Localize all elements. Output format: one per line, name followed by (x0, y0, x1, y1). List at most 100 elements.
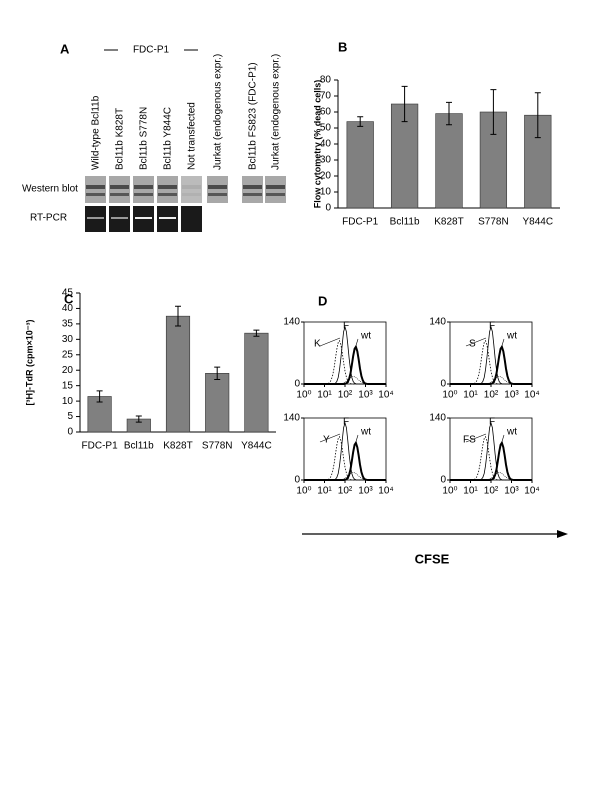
y-tick-label: 0 (325, 203, 331, 214)
histogram-curve (450, 376, 532, 385)
leader-line (465, 433, 487, 443)
histogram-curve (450, 472, 532, 481)
bar (346, 121, 374, 209)
band (208, 185, 227, 189)
x-tick-label: FDC-P1 (342, 217, 379, 228)
x-axis-label: CFSE (415, 551, 450, 566)
leader-line (499, 338, 505, 353)
x-tick-label: 10⁰ (442, 390, 457, 401)
leader-line (319, 337, 341, 347)
error-bar (253, 329, 260, 337)
x-tick-label: 10⁰ (442, 486, 457, 497)
x-tick-label: 10¹ (317, 486, 332, 497)
band (158, 185, 177, 189)
band (86, 193, 105, 196)
western-blot-lane (85, 176, 106, 203)
y-tick-label: 0 (67, 427, 73, 438)
y-tick-label: 45 (62, 288, 74, 299)
y-tick-label: 35 (62, 319, 74, 330)
y-tick-label: 0 (294, 475, 300, 486)
y-tick-label: 15 (62, 380, 74, 391)
y-tick-label: 140 (429, 317, 446, 328)
annotation: K (314, 339, 321, 350)
band (135, 217, 152, 219)
lane-label: Bcl11b K828T (115, 108, 126, 170)
x-tick-label: Y844C (523, 217, 554, 228)
y-tick-label: 40 (320, 139, 332, 150)
western-blot-lane (157, 176, 178, 203)
x-tick-label: 10⁰ (296, 390, 311, 401)
x-tick-label: 10² (484, 390, 499, 401)
rt-pcr-lane (181, 206, 202, 232)
y-tick-label: 70 (320, 91, 332, 102)
error-bar (490, 89, 497, 135)
y-tick-label: 25 (62, 349, 74, 360)
y-tick-label: 10 (62, 396, 74, 407)
y-tick-label: 0 (440, 379, 446, 390)
leader-line (319, 433, 341, 443)
x-tick-label: 10² (338, 486, 353, 497)
error-bar (534, 92, 541, 139)
band (182, 185, 201, 189)
x-tick-label: 10³ (504, 390, 519, 401)
lane-label: Jurkat (endogenous expr.) (213, 54, 224, 170)
x-tick-label: Y844C (241, 441, 272, 452)
arrow-head (557, 530, 568, 538)
panel-label: B (338, 39, 347, 54)
x-tick-label: 10³ (504, 486, 519, 497)
y-tick-label: 5 (67, 411, 73, 422)
band (182, 193, 201, 196)
annotation: wt (506, 331, 517, 342)
y-tick-label: 140 (283, 317, 300, 328)
leader-line (465, 337, 487, 347)
x-tick-label: 10¹ (317, 390, 332, 401)
group-label: FDC-P1 (133, 45, 170, 56)
annotation: Y (323, 435, 330, 446)
lane-label: Jurkat (endogenous expr.) (271, 54, 282, 170)
x-tick-label: 10⁴ (378, 390, 393, 401)
band (111, 217, 128, 219)
band (266, 185, 285, 189)
error-bar (401, 85, 408, 123)
leader-line (499, 434, 505, 449)
lane-label: Bcl11b S778N (139, 107, 150, 170)
western-blot-lane (242, 176, 263, 203)
western-blot-lane (181, 176, 202, 203)
histogram-curve (304, 376, 386, 385)
lane-label: Wild-type Bcl11b (91, 95, 102, 170)
western-blot-lane (207, 176, 228, 203)
x-tick-label: 10⁰ (296, 486, 311, 497)
x-tick-label: K828T (434, 217, 463, 228)
y-tick-label: 0 (294, 379, 300, 390)
annotation: wt (506, 427, 517, 438)
x-tick-label: 10² (338, 390, 353, 401)
x-tick-label: S778N (478, 217, 509, 228)
annotation: wt (360, 331, 371, 342)
band (134, 193, 153, 196)
x-tick-label: Bcl11b (390, 217, 420, 228)
band (86, 185, 105, 189)
histogram-curve (304, 472, 386, 481)
x-tick-label: 10² (484, 486, 499, 497)
band (243, 193, 262, 196)
band (208, 193, 227, 196)
x-tick-label: 10³ (358, 486, 373, 497)
x-tick-label: 10¹ (463, 486, 478, 497)
error-bar (96, 390, 103, 403)
band (110, 185, 129, 189)
western-blot-lane (265, 176, 286, 203)
lane-label: Not transfected (187, 102, 198, 170)
annotation: wt (360, 427, 371, 438)
lane-label: Bcl11b FS823 (FDC-P1) (248, 62, 259, 170)
band (134, 185, 153, 189)
annotation: F (343, 321, 349, 332)
error-bar (135, 415, 142, 423)
annotation: S (469, 339, 476, 350)
y-tick-label: 30 (62, 334, 74, 345)
x-tick-label: S778N (202, 441, 233, 452)
annotation: FS (463, 435, 476, 446)
error-bar (214, 366, 221, 380)
leader-line (353, 434, 359, 449)
x-tick-label: 10⁴ (524, 486, 539, 497)
